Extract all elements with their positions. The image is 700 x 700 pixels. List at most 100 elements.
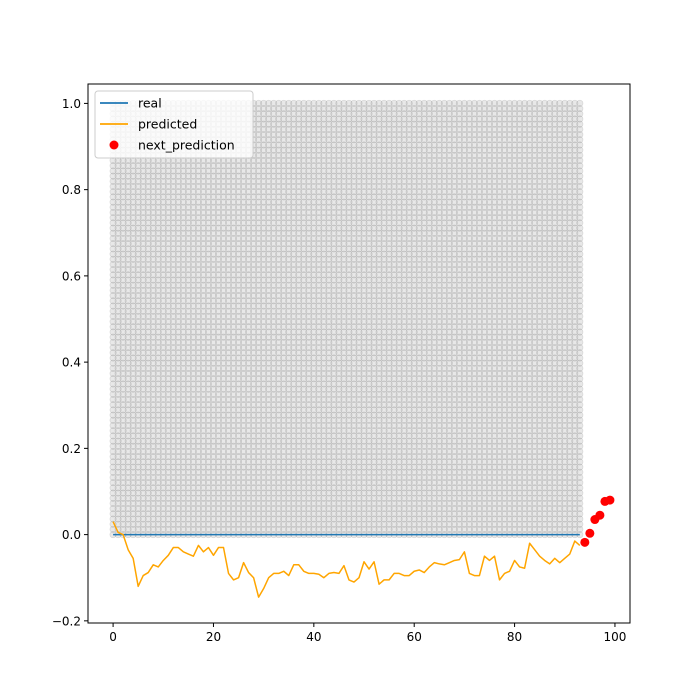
background-point [370, 525, 378, 533]
background-point [440, 499, 448, 507]
background-point [516, 515, 524, 523]
background-point [159, 494, 167, 502]
background-point [350, 499, 358, 507]
background-point [470, 510, 478, 518]
background-point [320, 520, 328, 528]
background-point [250, 499, 258, 507]
background-point [465, 520, 473, 528]
background-point [164, 494, 172, 502]
background-point [546, 520, 554, 528]
background-point [204, 520, 212, 528]
background-point [159, 525, 167, 533]
background-point [189, 515, 197, 523]
background-point [450, 515, 458, 523]
background-point [325, 505, 333, 513]
background-point [265, 510, 273, 518]
background-point [174, 515, 182, 523]
background-point [174, 494, 182, 502]
background-point [204, 515, 212, 523]
background-point [425, 510, 433, 518]
background-point [159, 505, 167, 513]
background-point [119, 499, 127, 507]
background-point [475, 525, 483, 533]
background-point [496, 499, 504, 507]
background-point [305, 515, 313, 523]
background-point [250, 520, 258, 528]
background-point [189, 525, 197, 533]
background-point [375, 515, 383, 523]
background-point [240, 525, 248, 533]
background-point [255, 520, 263, 528]
background-point [209, 505, 217, 513]
background-point [154, 525, 162, 533]
background-point [230, 520, 238, 528]
background-point [315, 515, 323, 523]
background-point [290, 520, 298, 528]
background-point [490, 510, 498, 518]
background-point [475, 505, 483, 513]
background-point [220, 520, 228, 528]
background-point [230, 499, 238, 507]
background-point [230, 494, 238, 502]
background-point [415, 499, 423, 507]
background-point [400, 499, 408, 507]
background-point [470, 515, 478, 523]
background-point [260, 499, 268, 507]
background-point [455, 510, 463, 518]
background-point [501, 525, 509, 533]
background-point [541, 525, 549, 533]
background-point [365, 525, 373, 533]
background-point [435, 499, 443, 507]
background-point [380, 510, 388, 518]
background-point [511, 505, 519, 513]
background-point [109, 505, 117, 513]
background-point [345, 525, 353, 533]
background-point [154, 515, 162, 523]
background-point [485, 499, 493, 507]
background-point [496, 515, 504, 523]
background-point [134, 505, 142, 513]
background-point [350, 510, 358, 518]
background-point [335, 515, 343, 523]
background-point [440, 515, 448, 523]
background-point [455, 499, 463, 507]
background-point [345, 505, 353, 513]
background-point [390, 505, 398, 513]
background-point [129, 525, 137, 533]
background-point [300, 505, 308, 513]
background-point [506, 505, 514, 513]
background-point [521, 499, 529, 507]
background-point [330, 499, 338, 507]
background-point [410, 515, 418, 523]
background-point [179, 505, 187, 513]
background-point [395, 510, 403, 518]
background-point [285, 525, 293, 533]
background-point [204, 499, 212, 507]
background-point [315, 499, 323, 507]
background-point [255, 505, 263, 513]
background-point [230, 525, 238, 533]
background-point [385, 510, 393, 518]
background-point [536, 525, 544, 533]
background-point [245, 510, 253, 518]
background-point [501, 499, 509, 507]
background-point [536, 505, 544, 513]
background-point [445, 510, 453, 518]
background-point [134, 499, 142, 507]
background-point [149, 525, 157, 533]
background-point [300, 510, 308, 518]
background-point [445, 505, 453, 513]
background-point [455, 505, 463, 513]
background-point [385, 505, 393, 513]
background-point [480, 505, 488, 513]
background-point [430, 499, 438, 507]
background-point [240, 494, 248, 502]
background-point [129, 520, 137, 528]
background-point [240, 510, 248, 518]
background-point [475, 499, 483, 507]
background-point [360, 520, 368, 528]
background-point [420, 505, 428, 513]
background-point [506, 525, 514, 533]
background-point [450, 499, 458, 507]
background-point [551, 515, 559, 523]
